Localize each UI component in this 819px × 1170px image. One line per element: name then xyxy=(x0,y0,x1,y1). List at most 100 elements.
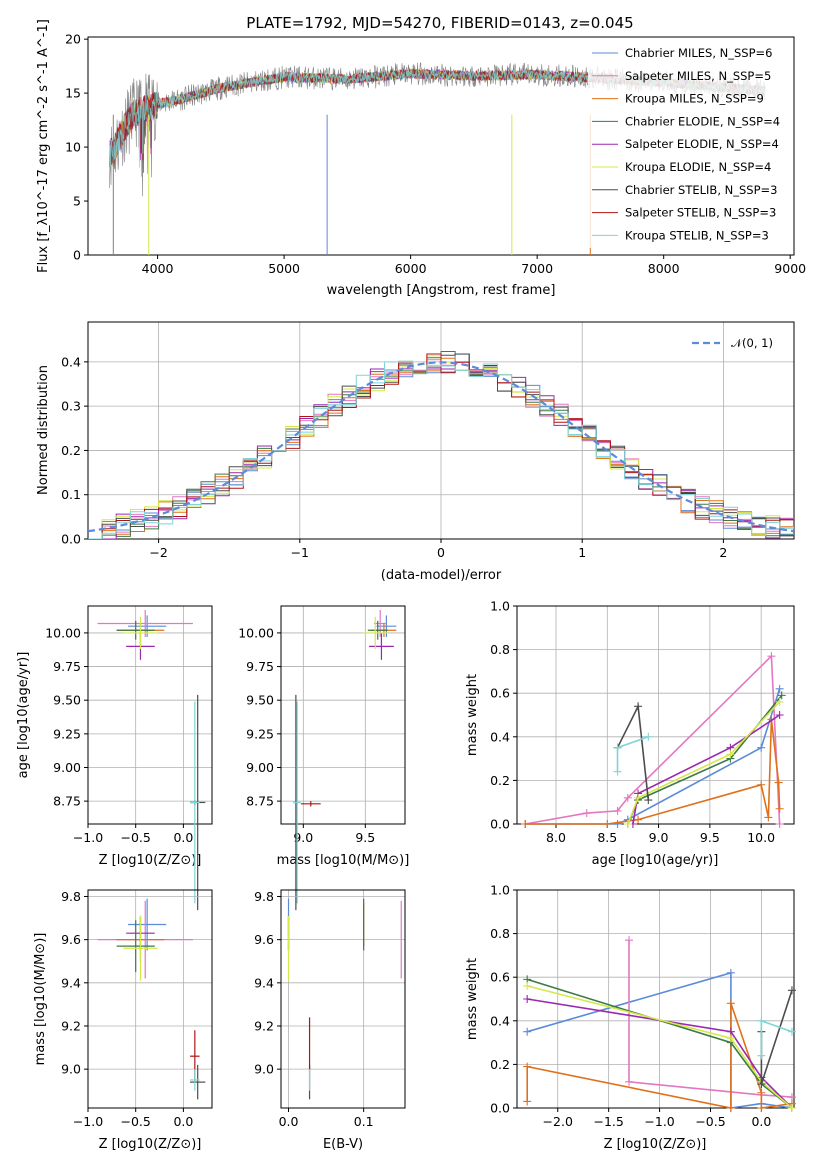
spectrum-xtick-label: 9000 xyxy=(774,261,806,276)
age-weight-marker-chabrier_stelib xyxy=(644,796,653,805)
z-weight-marker-chabrier_stelib xyxy=(787,986,796,995)
z-weight-marker-chabrier_stelib xyxy=(757,1080,766,1089)
z-weight-line-chabrier_stelib xyxy=(760,990,793,1085)
spectrum-ytick-label: 10 xyxy=(65,140,81,155)
age-weight-xlabel: age [log10(age/yr)] xyxy=(592,853,719,868)
legend-label-chabrier_stelib: Chabrier STELIB, N_SSP=3 xyxy=(625,183,777,197)
spectrum-xtick-label: 7000 xyxy=(521,261,553,276)
z-mass-ytick-label: 9.4 xyxy=(61,975,81,990)
z-weight-grid xyxy=(517,889,794,1109)
spectrum-frame xyxy=(87,36,795,256)
age-weight-marker-kroupa_miles xyxy=(764,813,773,822)
legend-label-chabrier_miles: Chabrier MILES, N_SSP=6 xyxy=(625,46,772,60)
ebv-mass-ytick-label: 9.6 xyxy=(254,932,274,947)
mass-age-panel: mass [log10(M/M⊙)] 9.0 9.5 8.75 9.00 9.25 9.5… xyxy=(238,605,409,911)
ebv-mass-grid xyxy=(281,890,405,1108)
legend-label-kroupa_miles: Kroupa MILES, N_SSP=9 xyxy=(625,92,764,106)
age-weight-marker-chabrier_stelib xyxy=(634,702,643,711)
mass-age-ytick-label: 9.25 xyxy=(246,726,274,741)
age-weight-xtick-label: 8.5 xyxy=(597,830,617,845)
z-mass-ylabel: mass [log10(M/M⊙)] xyxy=(33,933,48,1066)
z-weight-ytick-label: 0.0 xyxy=(490,1101,510,1116)
z-weight-line-kroupa_elodie xyxy=(527,985,793,1109)
spectrum-ytick-label: 5 xyxy=(73,194,81,209)
z-mass-xtick-label: −0.5 xyxy=(121,1114,151,1129)
mass-age-xtick-label: 9.0 xyxy=(293,830,313,845)
spectrum-xtick-label: 5000 xyxy=(268,261,300,276)
z-weight-ylabel: mass weight xyxy=(465,958,480,1040)
age-weight-marker-kroupa_elodie xyxy=(726,750,735,759)
spectrum-xtick-label: 6000 xyxy=(395,261,427,276)
age-weight-marker-kroupa_stelib xyxy=(613,767,622,776)
age-weight-ylabel: mass weight xyxy=(465,674,480,756)
age-weight-xtick-label: 9.5 xyxy=(700,830,720,845)
age-weight-marker-chabrier_miles xyxy=(757,743,766,752)
spectrum-xtick-label: 8000 xyxy=(648,261,680,276)
age-weight-line-salpeter_miles xyxy=(525,654,781,825)
age-weight-marker-kroupa_stelib xyxy=(644,732,653,741)
mass-age-xtick-label: 9.5 xyxy=(355,830,375,845)
residual-ytick-label: 0.0 xyxy=(61,532,81,547)
z-weight-xlabel: Z [log10(Z/Z⊙)] xyxy=(604,1137,707,1152)
age-weight-marker-kroupa_elodie xyxy=(634,793,643,802)
age-weight-marker-chabrier_miles xyxy=(775,684,784,693)
spectrum-legend: Chabrier MILES, N_SSP=6 Salpeter MILES, N… xyxy=(588,42,792,248)
z-weight-ytick-label: 0.2 xyxy=(490,1057,510,1072)
residual-ytick-label: 0.4 xyxy=(61,354,81,369)
z-weight-marker-kroupa_miles xyxy=(757,1088,766,1097)
ebv-mass-panel: E(B-V) 0.0 0.1 9.0 9.2 9.4 9.6 9.8 xyxy=(254,889,406,1152)
mass-age-ytick-label: 9.75 xyxy=(246,659,274,674)
z-weight-ytick-label: 0.4 xyxy=(490,1013,510,1028)
z-mass-ytick-label: 9.2 xyxy=(61,1018,81,1033)
age-weight-marker-kroupa_miles xyxy=(603,820,612,828)
z-weight-marker-kroupa_elodie xyxy=(787,1104,796,1112)
age-weight-ytick-label: 0.8 xyxy=(490,642,510,657)
age-weight-marker-salpeter_miles xyxy=(775,820,784,828)
z-age-ytick-label: 10.00 xyxy=(45,625,81,640)
z-weight-marker-kroupa_elodie xyxy=(523,981,532,990)
z-weight-marker-salpeter_elodie xyxy=(523,995,532,1003)
legend-label-kroupa_elodie: Kroupa ELODIE, N_SSP=4 xyxy=(625,160,771,174)
z-weight-line-chabrier_elodie xyxy=(526,978,793,1109)
age-weight-marker-kroupa_stelib xyxy=(613,743,622,752)
legend-label-salpeter_stelib: Salpeter STELIB, N_SSP=3 xyxy=(625,206,776,220)
mass-age-ytick-label: 9.50 xyxy=(246,693,274,708)
z-weight-marker-kroupa_miles xyxy=(523,1097,532,1106)
spectrum-ytick-label: 0 xyxy=(73,248,81,263)
z-weight-line-salpeter_elodie xyxy=(527,998,793,1109)
residual-xtick-label: 0 xyxy=(437,545,445,560)
residual-ytick-label: 0.3 xyxy=(61,399,81,414)
z-age-grid xyxy=(87,606,212,824)
age-weight-line-kroupa_miles xyxy=(525,719,781,825)
age-weight-marker-salpeter_miles xyxy=(613,806,622,815)
z-mass-xtick-label: −1.0 xyxy=(73,1114,103,1129)
z-age-xlabel: Z [log10(Z/Z⊙)] xyxy=(99,853,202,868)
age-weight-marker-kroupa_miles xyxy=(775,804,784,813)
age-weight-panel: age [log10(age/yr)] mass weight 8.0 8.5 9.… xyxy=(465,599,795,868)
age-weight-marker-salpeter_miles xyxy=(767,652,776,661)
age-weight-xtick-label: 10.0 xyxy=(747,830,775,845)
z-weight-marker-salpeter_miles xyxy=(625,1077,634,1086)
age-weight-ytick-label: 0.6 xyxy=(490,686,510,701)
z-mass-ytick-label: 9.8 xyxy=(61,889,81,904)
residual-ytick-label: 0.2 xyxy=(61,443,81,458)
spectrum-xtick-label: 4000 xyxy=(142,261,174,276)
z-weight-xtick-label: 0.0 xyxy=(751,1114,771,1129)
age-weight-ytick-label: 0.0 xyxy=(490,817,510,832)
age-weight-line-kroupa_elodie xyxy=(627,701,781,825)
age-weight-marker-kroupa_miles xyxy=(521,820,530,828)
z-age-ylabel: age [log10(age/yr)] xyxy=(16,652,31,779)
residual-xtick-label: 1 xyxy=(578,545,586,560)
age-weight-marker-kroupa_miles xyxy=(757,780,766,789)
legend-label-salpeter_elodie: Salpeter ELODIE, N_SSP=4 xyxy=(625,137,779,151)
z-weight-ytick-label: 0.8 xyxy=(490,926,510,941)
z-weight-marker-kroupa_stelib xyxy=(757,1051,766,1060)
z-age-ytick-label: 9.75 xyxy=(53,659,81,674)
ebv-mass-xlabel: E(B-V) xyxy=(323,1137,363,1152)
age-weight-marker-chabrier_elodie xyxy=(777,691,786,700)
legend-label-salpeter_miles: Salpeter MILES, N_SSP=5 xyxy=(625,69,771,83)
z-weight-marker-kroupa_miles xyxy=(523,1062,532,1071)
spectrum-ylabel: Flux [f_λ10^-17 erg cm^-2 s^-1 A^-1] xyxy=(36,19,51,273)
ebv-mass-ytick-label: 9.2 xyxy=(254,1018,274,1033)
